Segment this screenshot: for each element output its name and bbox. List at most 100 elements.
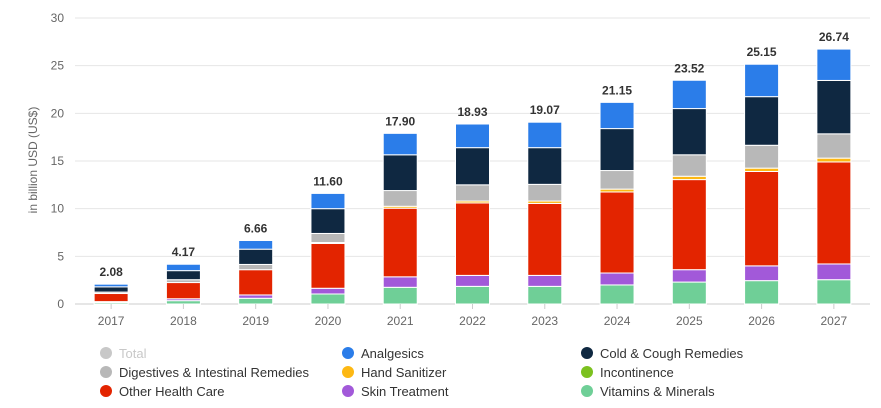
total-label: 11.60 <box>313 174 343 188</box>
legend-item-digestives-intestinal-remedies[interactable]: Digestives & Intestinal Remedies <box>100 363 309 381</box>
bar-segment[interactable] <box>455 285 490 305</box>
legend-item-incontinence[interactable]: Incontinence <box>581 363 674 381</box>
bar-segment[interactable] <box>527 285 563 305</box>
bar-segment[interactable] <box>165 263 201 272</box>
y-tick-label: 20 <box>51 106 65 120</box>
bar-segment[interactable] <box>165 300 201 305</box>
bar-segment[interactable] <box>93 283 129 288</box>
bar-segment[interactable] <box>671 154 707 177</box>
bar-segment[interactable] <box>165 270 201 281</box>
bar-segment[interactable] <box>744 63 780 98</box>
bar-segment[interactable] <box>382 276 418 288</box>
bar-segment[interactable] <box>310 293 346 305</box>
bar-segment[interactable] <box>816 48 852 81</box>
bar-segment[interactable] <box>527 147 563 185</box>
bar-segment[interactable] <box>744 265 780 282</box>
bar-segment[interactable] <box>671 79 707 110</box>
bar-segment[interactable] <box>310 232 346 244</box>
bar-segment[interactable] <box>599 191 635 274</box>
bar-stack[interactable] <box>527 121 563 305</box>
bar-segment[interactable] <box>382 190 418 207</box>
bar-segment[interactable] <box>93 286 129 293</box>
bar-segment[interactable] <box>816 133 852 159</box>
legend-label: Analgesics <box>361 345 424 361</box>
bar-segment[interactable] <box>599 128 635 172</box>
bar-segment[interactable] <box>816 79 852 135</box>
bar-segment[interactable] <box>527 274 563 287</box>
bar-stack[interactable] <box>744 63 780 305</box>
bar-segment[interactable] <box>455 147 490 186</box>
x-tick-label: 2020 <box>315 314 342 328</box>
legend-item-other-health-care[interactable]: Other Health Care <box>100 382 225 400</box>
bar-segment[interactable] <box>165 282 201 300</box>
x-tick-label: 2024 <box>604 314 631 328</box>
bar-segment[interactable] <box>238 294 274 299</box>
x-tick-label: 2017 <box>98 314 125 328</box>
bar-segment[interactable] <box>527 121 563 149</box>
bar-segment[interactable] <box>816 161 852 265</box>
legend-item-analgesics[interactable]: Analgesics <box>342 344 424 362</box>
bar-segment[interactable] <box>744 167 780 172</box>
bar-segment[interactable] <box>599 170 635 190</box>
bar-segment[interactable] <box>816 157 852 163</box>
bar-segment[interactable] <box>455 123 490 149</box>
total-label: 6.66 <box>244 222 268 236</box>
bar-stack[interactable] <box>382 132 418 305</box>
bar-segment[interactable] <box>455 184 490 202</box>
bar-segment[interactable] <box>310 287 346 295</box>
bar-segment[interactable] <box>455 274 490 287</box>
legend-label: Vitamins & Minerals <box>600 383 715 399</box>
bar-segment[interactable] <box>744 170 780 267</box>
bar-segment[interactable] <box>599 272 635 286</box>
legend-item-hand-sanitizer[interactable]: Hand Sanitizer <box>342 363 446 381</box>
x-tick-label: 2025 <box>676 314 703 328</box>
bar-segment[interactable] <box>671 269 707 283</box>
bar-segment[interactable] <box>744 96 780 146</box>
bar-segment[interactable] <box>744 280 780 305</box>
legend-swatch <box>581 366 593 378</box>
bar-segment[interactable] <box>382 207 418 278</box>
bar-segment[interactable] <box>310 192 346 210</box>
legend-item-vitamins-minerals[interactable]: Vitamins & Minerals <box>581 382 715 400</box>
bar-segment[interactable] <box>527 202 563 276</box>
bar-stack[interactable] <box>165 263 201 305</box>
y-tick-label: 15 <box>51 154 65 168</box>
legend-item-skin-treatment[interactable]: Skin Treatment <box>342 382 448 400</box>
legend-swatch <box>581 347 593 359</box>
legend-label: Hand Sanitizer <box>361 364 447 380</box>
bar-segment[interactable] <box>382 286 418 305</box>
bar-segment[interactable] <box>310 208 346 234</box>
bar-stack[interactable] <box>816 48 852 305</box>
total-labels: 2.08 4.17 6.66 11.60 17.90 18.93 19.07 21.15 23.… <box>99 30 849 279</box>
bar-segment[interactable] <box>455 202 490 276</box>
bar-stack[interactable] <box>599 101 635 305</box>
bar-segment[interactable] <box>599 284 635 305</box>
bar-segment[interactable] <box>238 297 274 305</box>
bar-segment[interactable] <box>744 144 780 169</box>
bar-segment[interactable] <box>816 263 852 281</box>
bar-segment[interactable] <box>671 179 707 271</box>
total-label: 2.08 <box>99 265 123 279</box>
bar-segment[interactable] <box>238 269 274 296</box>
bar-segment[interactable] <box>310 242 346 289</box>
bar-segment[interactable] <box>238 240 274 250</box>
bar-stack[interactable] <box>671 79 707 305</box>
bar-stack[interactable] <box>310 192 346 305</box>
bar-segment[interactable] <box>599 101 635 130</box>
bar-segment[interactable] <box>382 132 418 156</box>
total-label: 23.52 <box>674 61 704 75</box>
bar-segment[interactable] <box>93 293 129 303</box>
bar-segment[interactable] <box>238 248 274 265</box>
bar-stack[interactable] <box>238 240 274 305</box>
bar-segment[interactable] <box>238 263 274 271</box>
bar-segment[interactable] <box>671 108 707 156</box>
bar-segment[interactable] <box>671 281 707 305</box>
bar-stack[interactable] <box>93 283 129 305</box>
bar-segment[interactable] <box>671 175 707 181</box>
legend-item-cold-cough-remedies[interactable]: Cold & Cough Remedies <box>581 344 743 362</box>
bar-segment[interactable] <box>816 279 852 305</box>
legend-item-total[interactable]: Total <box>100 344 146 362</box>
bar-stack[interactable] <box>455 123 490 305</box>
bar-segment[interactable] <box>527 183 563 202</box>
bar-segment[interactable] <box>382 154 418 192</box>
